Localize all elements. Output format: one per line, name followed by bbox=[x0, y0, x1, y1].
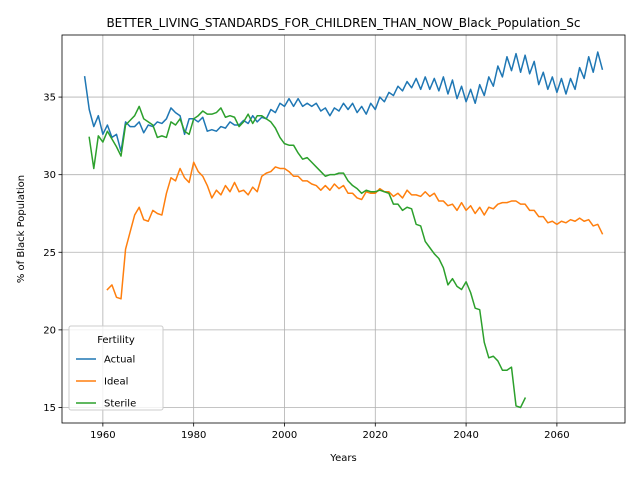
series-layer bbox=[83, 51, 604, 409]
y-tick-label: 15 bbox=[43, 403, 56, 414]
y-tick-label: 20 bbox=[43, 325, 56, 336]
x-tick-label: 2040 bbox=[453, 430, 478, 441]
x-tick-label: 1980 bbox=[181, 430, 206, 441]
y-tick-label: 25 bbox=[43, 248, 56, 259]
x-tick-label: 2000 bbox=[272, 430, 297, 441]
legend-label-ideal: Ideal bbox=[104, 377, 128, 388]
y-axis-label: % of Black Population bbox=[16, 175, 27, 283]
series-line-actual bbox=[83, 51, 604, 153]
chart-title: BETTER_LIVING_STANDARDS_FOR_CHILDREN_THA… bbox=[106, 16, 580, 30]
series-line-sterile bbox=[88, 105, 527, 409]
legend-box bbox=[68, 325, 164, 411]
x-axis-ticks: 1960 1980 2000 2020 2040 2060 bbox=[90, 423, 570, 441]
plot-frame bbox=[61, 34, 626, 424]
legend-label-sterile: Sterile bbox=[104, 399, 136, 410]
legend: Fertility Actual Ideal Sterile bbox=[68, 325, 164, 411]
y-tick-label: 30 bbox=[43, 170, 56, 181]
x-tick-label: 1960 bbox=[90, 430, 115, 441]
x-tick-label: 2020 bbox=[363, 430, 388, 441]
series-line-ideal bbox=[106, 161, 604, 300]
x-axis-label: Years bbox=[329, 453, 356, 464]
legend-title: Fertility bbox=[97, 335, 135, 346]
y-tick-label: 35 bbox=[43, 93, 56, 104]
x-tick-label: 2060 bbox=[544, 430, 569, 441]
y-axis-ticks: 15 20 25 30 35 bbox=[43, 93, 62, 414]
legend-label-actual: Actual bbox=[104, 355, 135, 366]
legend-items: Actual Ideal Sterile bbox=[76, 355, 136, 410]
